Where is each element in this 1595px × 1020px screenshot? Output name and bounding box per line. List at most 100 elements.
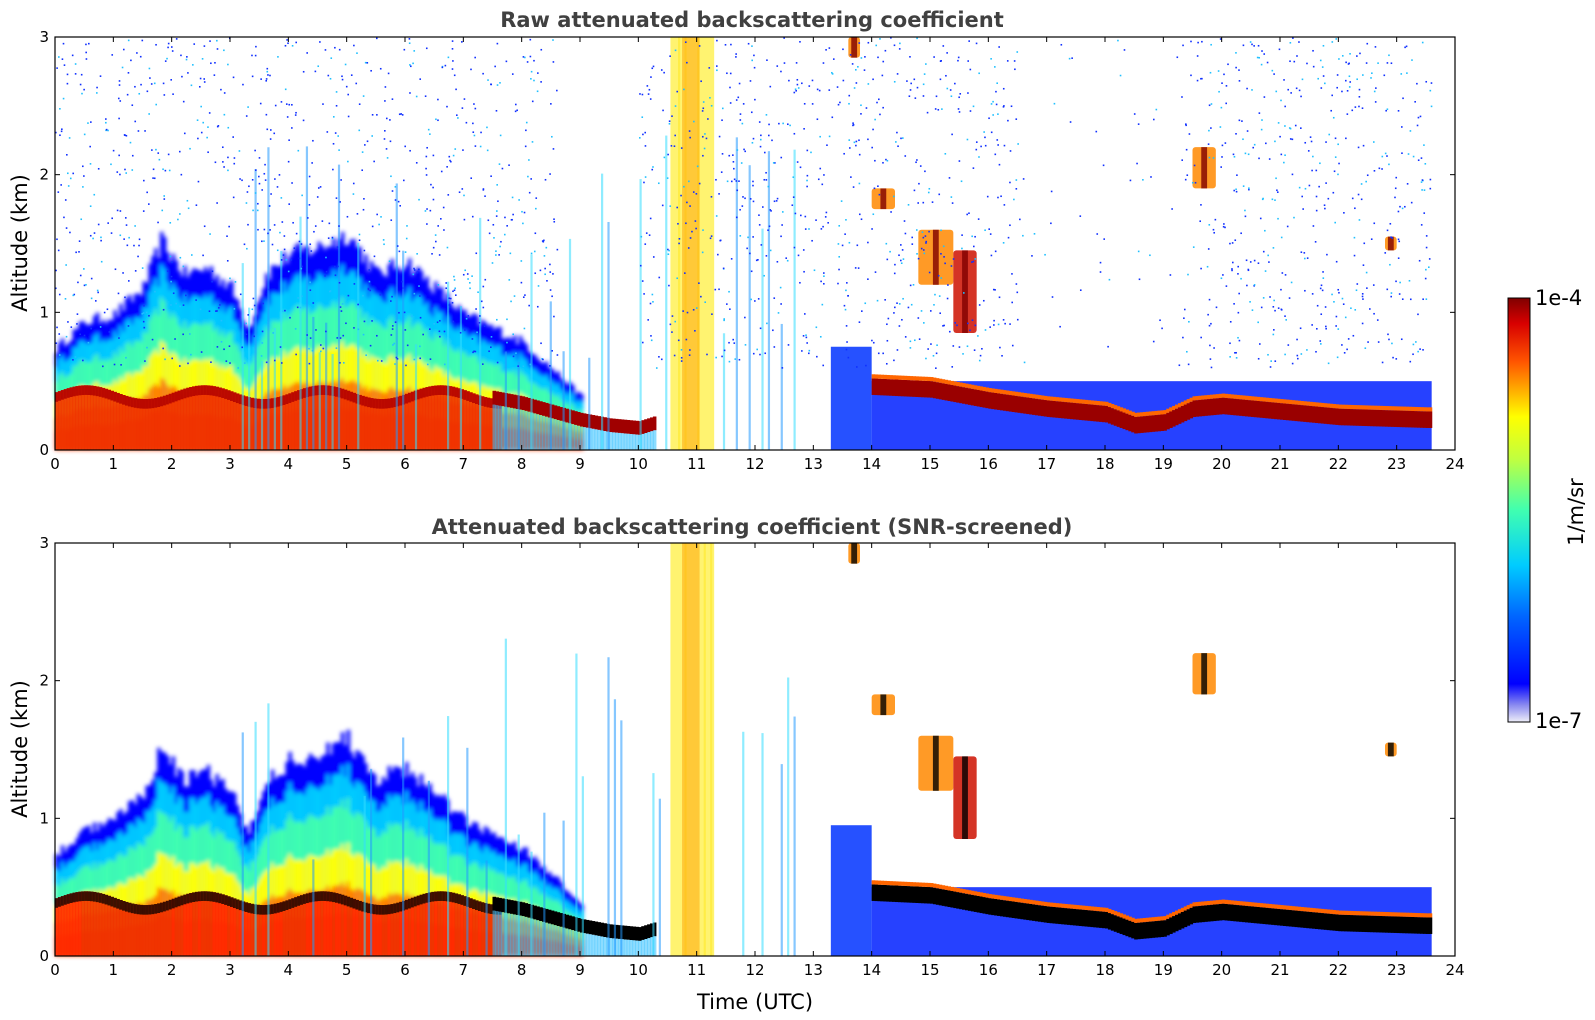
noise-dot xyxy=(918,338,921,340)
noise-dot xyxy=(804,215,807,218)
noise-dot xyxy=(355,82,358,85)
noise-dot xyxy=(1133,113,1136,115)
noise-dot xyxy=(722,267,725,270)
noise-dot xyxy=(673,354,676,357)
noise-dot xyxy=(367,288,370,291)
cloud-edge-cell xyxy=(1137,412,1141,417)
y-tick-label: 3 xyxy=(39,28,49,46)
noise-dot xyxy=(1235,357,1238,359)
noise-dot xyxy=(163,94,166,96)
cloud-layer-cell xyxy=(1093,404,1097,422)
noise-dot xyxy=(245,115,248,117)
noise-dot xyxy=(896,131,898,134)
noise-dot xyxy=(72,359,74,361)
noise-dot xyxy=(1390,295,1393,298)
noise-dot xyxy=(855,82,858,84)
noise-dot xyxy=(1011,344,1014,347)
noise-dot xyxy=(765,255,768,257)
noise-dot xyxy=(1343,212,1345,214)
noise-dot xyxy=(325,330,327,333)
noise-dot xyxy=(531,100,534,103)
cloud-layer-cell xyxy=(1239,399,1243,416)
noise-dot xyxy=(994,153,997,156)
noise-dot xyxy=(998,163,1001,166)
noise-dot xyxy=(1346,113,1349,115)
noise-dot xyxy=(1209,358,1212,360)
noise-dot xyxy=(496,318,498,321)
noise-dot xyxy=(418,285,420,287)
noise-dot xyxy=(1221,82,1223,84)
noise-dot xyxy=(757,298,760,300)
noise-dot xyxy=(450,160,452,163)
noise-dot xyxy=(974,258,977,260)
noise-dot xyxy=(153,82,156,85)
noise-dot xyxy=(199,77,202,80)
noise-dot xyxy=(802,335,805,337)
noise-dot xyxy=(157,221,159,224)
boundary-layer-peak xyxy=(206,385,211,396)
elevated-feature-core xyxy=(880,188,887,210)
noise-dot xyxy=(962,353,964,355)
cloud-edge-cell xyxy=(1303,401,1307,406)
profile-stripe xyxy=(318,352,321,450)
noise-dot xyxy=(118,84,121,86)
noise-dot xyxy=(482,188,485,190)
noise-dot xyxy=(533,59,535,62)
boundary-layer-peak xyxy=(297,390,301,400)
noise-dot xyxy=(1221,156,1223,158)
cloud-layer-cell xyxy=(1169,411,1173,428)
boundary-layer-peak xyxy=(142,399,147,409)
noise-dot xyxy=(996,82,998,85)
noise-dot xyxy=(127,72,130,74)
noise-dot xyxy=(220,340,223,343)
noise-dot xyxy=(717,253,719,256)
noise-dot xyxy=(1265,142,1267,145)
noise-dot xyxy=(76,323,78,325)
cloud-cell xyxy=(603,417,607,432)
noise-dot xyxy=(1222,274,1224,276)
noise-dot xyxy=(1215,306,1218,309)
x-tick-label: 24 xyxy=(1445,455,1464,473)
cloud-layer-cell xyxy=(1323,407,1328,424)
noise-dot xyxy=(179,213,181,215)
noise-dot xyxy=(515,352,517,355)
noise-dot xyxy=(1236,174,1238,176)
noise-dot xyxy=(1288,127,1291,129)
noise-dot xyxy=(273,359,276,362)
cloud-edge-cell xyxy=(1277,398,1281,403)
noise-dot xyxy=(55,131,57,134)
noise-dot xyxy=(935,352,938,355)
noise-dot xyxy=(1138,278,1141,281)
noise-dot xyxy=(1000,195,1002,198)
noise-dot xyxy=(537,72,539,74)
noise-dot xyxy=(1370,238,1373,240)
cloud-layer-cell xyxy=(1207,399,1211,416)
cloud-layer-cell xyxy=(1227,398,1232,415)
noise-dot xyxy=(770,210,772,212)
noise-dot xyxy=(65,227,68,229)
noise-dot xyxy=(521,210,523,213)
noise-dot xyxy=(1294,124,1297,127)
noise-dot xyxy=(216,310,218,312)
afternoon-boundary-layer xyxy=(830,346,1433,450)
boundary-layer-peak xyxy=(81,385,85,396)
noise-dot xyxy=(1320,313,1323,316)
noise-dot xyxy=(917,317,920,319)
noise-dot xyxy=(162,347,164,350)
noise-dot xyxy=(1258,157,1260,160)
cloud-edge-cell xyxy=(880,374,884,379)
x-tick-label: 3 xyxy=(225,455,235,473)
noise-dot xyxy=(742,103,745,105)
noise-dot xyxy=(820,228,823,230)
noise-dot xyxy=(698,45,701,47)
x-tick-label: 7 xyxy=(459,455,469,473)
noise-dot xyxy=(390,175,392,178)
cloud-edge-cell xyxy=(1297,400,1302,405)
noise-dot xyxy=(529,55,532,58)
noise-dot xyxy=(69,177,72,180)
below-cloud-cell xyxy=(647,432,651,450)
noise-dot xyxy=(1406,72,1408,74)
cloud-edge-cell xyxy=(1224,393,1229,398)
cloud-edge-cell xyxy=(1382,405,1386,411)
noise-dot xyxy=(312,302,315,304)
